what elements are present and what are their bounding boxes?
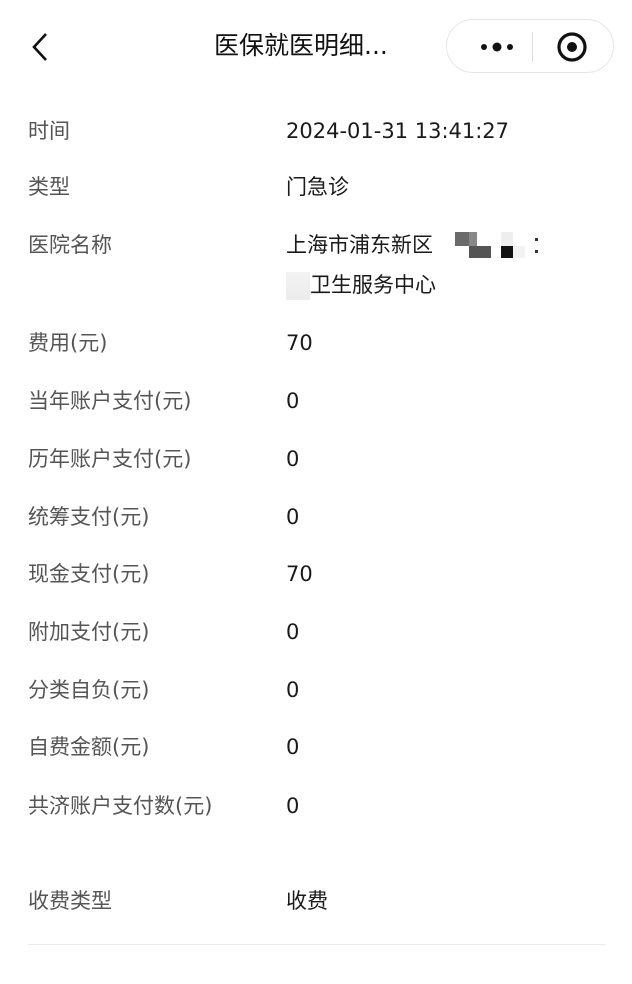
- detail-value: 0: [286, 794, 300, 818]
- detail-label: 历年账户支付(元): [28, 447, 192, 471]
- detail-value: 70: [286, 331, 313, 355]
- detail-label: 收费类型: [28, 889, 112, 913]
- detail-label: 现金支付(元): [28, 562, 150, 586]
- detail-value: 收费: [286, 889, 328, 913]
- chevron-left-icon[interactable]: [28, 30, 56, 64]
- detail-value: 70: [286, 562, 313, 586]
- nav-bar: 医保就医明细...: [0, 0, 632, 95]
- detail-label: 时间: [28, 119, 70, 143]
- page-title: 医保就医明细...: [214, 31, 388, 60]
- detail-value: 0: [286, 389, 300, 413]
- detail-value: 0: [286, 735, 300, 759]
- detail-label: 自费金额(元): [28, 735, 150, 759]
- hospital-name-part1: 上海市浦东新区: [286, 233, 433, 257]
- capsule-divider: [532, 32, 533, 62]
- capsule-menu: [446, 19, 614, 73]
- detail-label: 附加支付(元): [28, 620, 150, 644]
- detail-label: 类型: [28, 175, 70, 199]
- detail-label: 统筹支付(元): [28, 505, 150, 529]
- detail-value: 0: [286, 620, 300, 644]
- redaction-mosaic: [286, 272, 310, 300]
- hospital-name-part2: 卫生服务中心: [310, 273, 436, 297]
- detail-value: 上海市浦东新区 卫生服务中心: [286, 225, 616, 305]
- detail-value: 0: [286, 447, 300, 471]
- more-dots-icon[interactable]: [467, 30, 527, 64]
- redaction-mosaic: [433, 232, 573, 260]
- divider: [28, 944, 606, 945]
- detail-value: 0: [286, 505, 300, 529]
- detail-label: 分类自负(元): [28, 678, 150, 702]
- detail-label: 当年账户支付(元): [28, 389, 192, 413]
- detail-value: 门急诊: [286, 175, 349, 199]
- detail-value: 0: [286, 678, 300, 702]
- detail-label: 共济账户支付数(元): [28, 794, 213, 818]
- target-circle-icon[interactable]: [553, 28, 591, 66]
- detail-label: 费用(元): [28, 331, 108, 355]
- detail-value: 2024-01-31 13:41:27: [286, 119, 510, 143]
- detail-label: 医院名称: [28, 233, 112, 257]
